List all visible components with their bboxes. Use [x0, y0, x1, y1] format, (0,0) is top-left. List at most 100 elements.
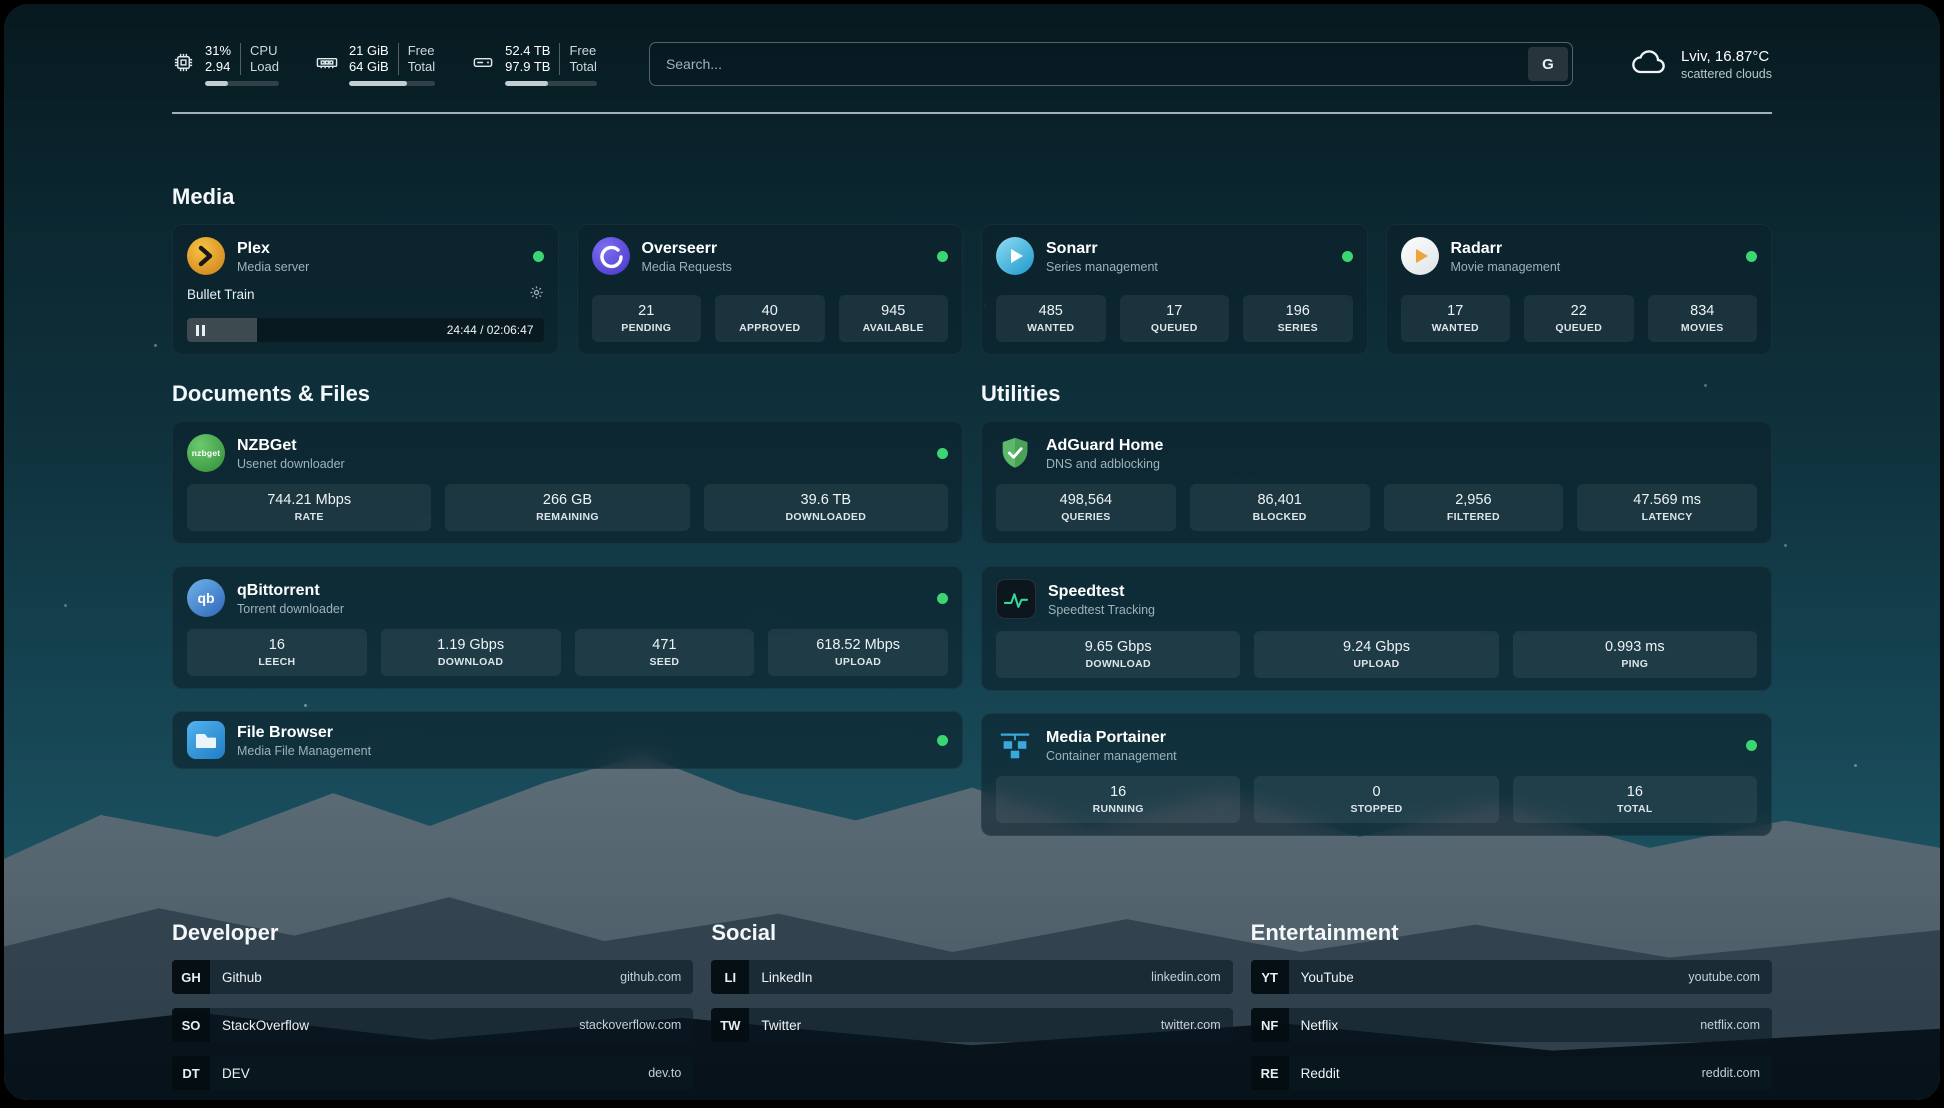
search-engine-button[interactable]: G — [1527, 47, 1568, 81]
app-subtitle: Movie management — [1450, 259, 1561, 274]
weather-widget: Lviv, 16.87°C scattered clouds — [1629, 47, 1772, 82]
documents-column: Documents & Files nzbget NZBGet Usenet d… — [172, 381, 963, 791]
now-playing-title: Bullet Train — [187, 286, 255, 302]
link-netflix[interactable]: NF Netflix netflix.com — [1250, 1008, 1772, 1042]
status-online-dot — [1746, 250, 1757, 262]
dashboard-content: 31% 2.94 CPU Load — [4, 34, 1940, 1100]
cpu-usage-value: 31% — [205, 42, 232, 58]
radarr-card[interactable]: Radarr Movie management 17 WANTED 22 QUEUE… — [1385, 224, 1772, 355]
youtube-badge-icon: YT — [1250, 960, 1289, 994]
filebrowser-card[interactable]: File Browser Media File Management — [172, 711, 963, 769]
speedtest-card[interactable]: Speedtest Speedtest Tracking 9.65 Gbps DO… — [981, 566, 1772, 691]
stat-box: 17 QUEUED — [1119, 295, 1229, 342]
memory-widget: 21 GiB 64 GiB Free Total — [315, 42, 436, 86]
pause-icon[interactable] — [196, 324, 205, 336]
stat-box: 744.21 Mbps RATE — [187, 484, 432, 531]
cpu-load-label: Load — [250, 58, 279, 74]
section-title-media: Media — [172, 184, 235, 209]
link-github[interactable]: GH Github github.com — [172, 960, 694, 994]
plex-progress-bar[interactable]: 24:44 / 02:06:47 — [187, 318, 544, 342]
storage-free-value: 52.4 TB — [505, 42, 551, 58]
storage-progress-bar — [505, 80, 597, 86]
link-twitter[interactable]: TW Twitter twitter.com — [711, 1008, 1233, 1042]
app-name: AdGuard Home — [1046, 436, 1164, 454]
stat-box: 9.65 Gbps DOWNLOAD — [996, 631, 1241, 678]
section-title-documents: Documents & Files — [172, 381, 371, 406]
stat-box: 498,564 QUERIES — [996, 484, 1176, 531]
stat-box: 17 WANTED — [1400, 295, 1510, 342]
memory-total-value: 64 GiB — [348, 58, 389, 74]
stat-box: 40 APPROVED — [715, 295, 825, 342]
link-linkedin[interactable]: LI LinkedIn linkedin.com — [711, 960, 1233, 994]
cpu-label: CPU — [250, 42, 278, 58]
dev-badge-icon: DT — [172, 1056, 210, 1090]
twitter-badge-icon: TW — [711, 1008, 750, 1042]
qbittorrent-card[interactable]: qb qBittorrent Torrent downloader 16 LEEC… — [172, 566, 963, 689]
qbittorrent-icon: qb — [187, 579, 225, 617]
status-online-dot — [1341, 250, 1353, 262]
disk-icon — [471, 51, 495, 74]
sonarr-icon — [996, 237, 1034, 275]
app-subtitle: Container management — [1046, 748, 1177, 763]
search-input[interactable] — [649, 43, 1524, 85]
stat-box: 1.19 Gbps DOWNLOAD — [380, 629, 561, 676]
cpu-progress-bar — [205, 80, 279, 86]
portainer-card[interactable]: Media Portainer Container management 16 R… — [981, 713, 1772, 836]
app-subtitle: Series management — [1046, 259, 1158, 274]
overseerr-icon — [591, 237, 630, 275]
app-subtitle: Usenet downloader — [237, 456, 345, 471]
stat-box: 485 WANTED — [996, 295, 1106, 342]
radarr-icon — [1400, 237, 1439, 275]
settings-gear-icon[interactable] — [529, 285, 544, 303]
adguard-card[interactable]: AdGuard Home DNS and adblocking 498,564 Q… — [981, 421, 1772, 544]
app-subtitle: Speedtest Tracking — [1048, 602, 1156, 617]
link-dev[interactable]: DT DEV dev.to — [172, 1056, 694, 1090]
media-grid: Plex Media server Bullet Train — [172, 224, 1772, 355]
stat-box: 16 TOTAL — [1512, 776, 1757, 823]
link-reddit[interactable]: RE Reddit reddit.com — [1250, 1056, 1772, 1090]
status-online-dot — [937, 592, 948, 604]
overseerr-card[interactable]: Overseerr Media Requests 21 PENDING 40 APP… — [576, 224, 963, 355]
app-subtitle: Media File Management — [237, 743, 372, 758]
linkedin-badge-icon: LI — [711, 960, 750, 994]
link-stackoverflow[interactable]: SO StackOverflow stackoverflow.com — [172, 1008, 694, 1042]
header-divider — [172, 112, 1772, 114]
stat-box: 9.24 Gbps UPLOAD — [1254, 631, 1499, 678]
plex-card[interactable]: Plex Media server Bullet Train — [172, 224, 559, 355]
utilities-column: Utilities AdGuard Home DNS and — [981, 381, 1772, 858]
stat-box: 86,401 BLOCKED — [1189, 484, 1370, 531]
social-links-column: Social LI LinkedIn linkedin.com TW Twitt… — [711, 920, 1233, 1100]
sonarr-card[interactable]: Sonarr Series management 485 WANTED 17 QUE… — [981, 224, 1368, 355]
app-name: Speedtest — [1048, 582, 1125, 600]
memory-progress-bar — [348, 80, 436, 86]
cpu-load-value: 2.94 — [205, 58, 231, 74]
stat-box: 0.993 ms PING — [1512, 631, 1757, 678]
stat-box: 196 SERIES — [1243, 295, 1353, 342]
section-title-entertainment: Entertainment — [1250, 920, 1399, 945]
stat-box: 834 MOVIES — [1647, 295, 1757, 342]
stat-box: 47.569 ms LATENCY — [1577, 484, 1757, 531]
app-name: Radarr — [1450, 239, 1503, 257]
ram-icon — [315, 51, 339, 74]
section-title-social: Social — [711, 920, 777, 945]
nzbget-card[interactable]: nzbget NZBGet Usenet downloader 744.21 M… — [172, 421, 963, 544]
status-online-dot — [937, 250, 948, 262]
reddit-badge-icon: RE — [1250, 1056, 1289, 1090]
speedtest-icon — [996, 579, 1036, 619]
storage-free-label: Free — [569, 42, 597, 58]
stat-box: 21 PENDING — [591, 295, 701, 342]
weather-location: Lviv, 16.87°C — [1680, 47, 1770, 65]
snow-particles — [4, 4, 7, 7]
plex-icon — [187, 237, 225, 275]
stat-box: 266 GB REMAINING — [445, 484, 690, 531]
status-online-dot — [1746, 739, 1757, 751]
entertainment-links-column: Entertainment YT YouTube youtube.com NF … — [1250, 920, 1772, 1100]
search-bar[interactable]: G — [648, 42, 1573, 86]
stat-box: 2,956 FILTERED — [1383, 484, 1564, 531]
section-title-utilities: Utilities — [981, 381, 1061, 406]
app-name: qBittorrent — [237, 581, 320, 599]
stat-box: 618.52 Mbps UPLOAD — [768, 629, 948, 676]
divider — [397, 42, 399, 75]
link-youtube[interactable]: YT YouTube youtube.com — [1250, 960, 1772, 994]
app-name: Sonarr — [1046, 239, 1098, 257]
